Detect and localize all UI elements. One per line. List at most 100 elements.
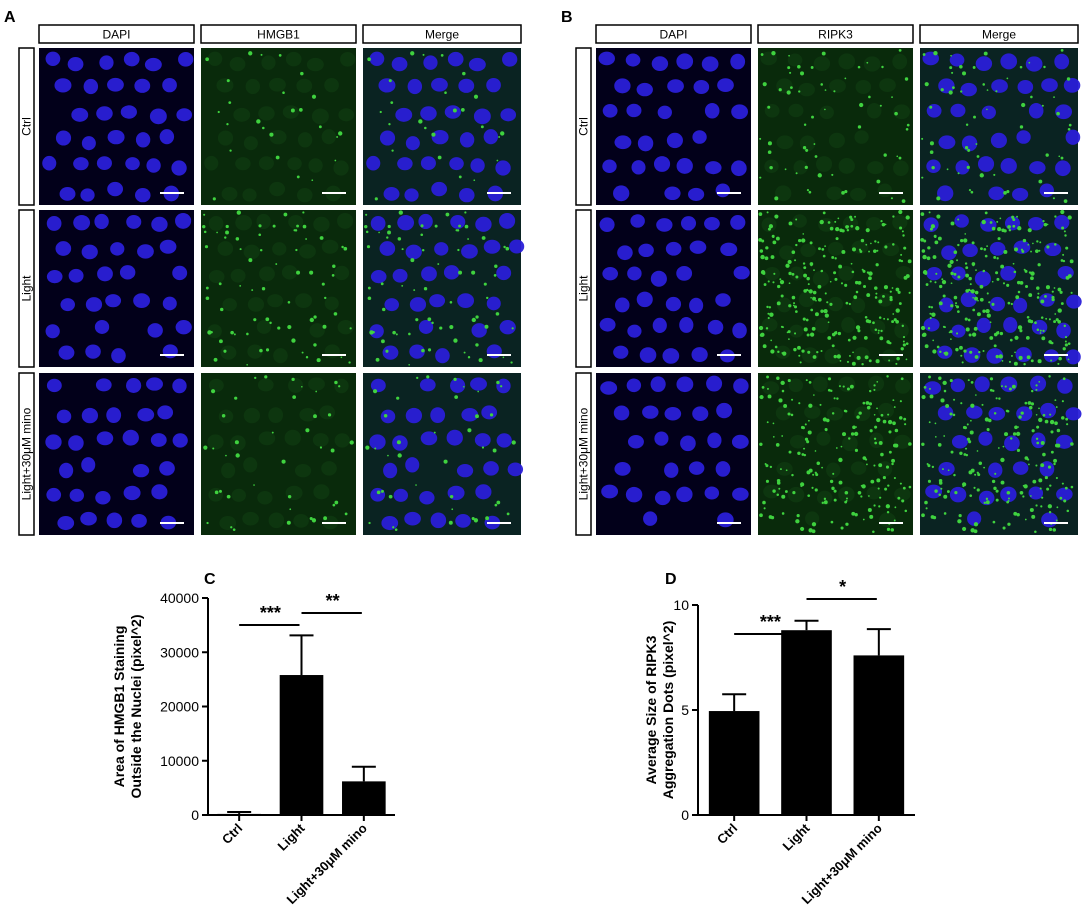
green-puncta	[1028, 61, 1031, 64]
nucleus	[642, 405, 659, 419]
green-puncta	[1048, 340, 1052, 344]
green-puncta	[1051, 290, 1054, 293]
green-puncta	[905, 274, 910, 278]
nucleus-shadow	[308, 377, 325, 391]
green-puncta	[367, 296, 372, 301]
nucleus-shadow	[231, 488, 247, 502]
nucleus	[146, 377, 163, 391]
green-puncta	[902, 335, 906, 339]
green-puncta	[282, 91, 285, 94]
row-label-box	[18, 209, 35, 368]
nucleus	[502, 51, 518, 67]
green-puncta	[767, 394, 772, 399]
green-puncta	[795, 519, 800, 524]
nucleus	[657, 105, 672, 120]
green-puncta	[1005, 409, 1009, 413]
green-puncta	[334, 159, 337, 162]
green-puncta	[820, 349, 823, 352]
green-puncta	[920, 325, 926, 331]
nucleus	[977, 156, 995, 172]
col-header-hmgb1: HMGB1	[257, 28, 300, 42]
nucleus	[598, 51, 615, 66]
green-puncta	[894, 111, 898, 116]
green-puncta	[1040, 316, 1044, 319]
green-puncta	[832, 472, 835, 475]
green-puncta	[1040, 463, 1045, 468]
green-puncta	[1045, 317, 1048, 320]
y-tick-label: 10	[673, 597, 689, 613]
green-puncta	[322, 324, 327, 329]
nucleus	[626, 378, 642, 393]
nucleus	[96, 431, 114, 446]
nucleus	[95, 490, 111, 505]
nucleus	[986, 348, 1004, 364]
green-puncta	[954, 491, 958, 495]
green-puncta	[330, 448, 335, 453]
green-puncta	[948, 90, 953, 95]
green-puncta	[813, 269, 815, 272]
green-puncta	[949, 412, 953, 416]
col-header-dapi: DAPI	[659, 28, 687, 42]
green-puncta	[473, 179, 476, 182]
nucleus	[989, 241, 1006, 256]
nucleus	[134, 78, 151, 93]
nucleus	[172, 378, 187, 394]
green-puncta	[500, 131, 505, 136]
green-puncta	[332, 503, 336, 507]
micrograph-grid	[39, 48, 1082, 535]
green-puncta	[275, 263, 278, 265]
nucleus-shadow	[789, 324, 804, 338]
green-puncta	[1015, 295, 1020, 300]
nucleus	[1044, 242, 1062, 257]
green-puncta	[883, 317, 886, 320]
green-puncta	[924, 500, 928, 505]
green-puncta	[494, 264, 498, 268]
green-puncta	[865, 401, 870, 405]
y-tick-label: 30000	[160, 644, 199, 660]
green-puncta	[226, 494, 231, 499]
green-puncta	[785, 263, 790, 268]
nucleus-shadow	[311, 108, 329, 125]
green-puncta	[829, 280, 832, 283]
nucleus	[147, 323, 163, 338]
green-puncta	[792, 304, 795, 307]
green-puncta	[1019, 490, 1024, 495]
green-puncta	[880, 452, 884, 457]
green-puncta	[795, 243, 798, 247]
nucleus-shadow	[340, 51, 356, 67]
green-puncta	[957, 275, 961, 279]
green-puncta	[824, 427, 828, 432]
y-tick-label: 0	[191, 807, 199, 823]
green-puncta	[305, 238, 307, 240]
green-puncta	[764, 256, 769, 261]
green-puncta	[500, 385, 503, 388]
green-puncta	[226, 79, 230, 83]
nucleus	[110, 242, 125, 256]
green-puncta	[301, 385, 303, 388]
nucleus	[370, 216, 386, 231]
green-puncta	[870, 479, 875, 484]
nucleus	[369, 434, 386, 450]
nucleus-shadow	[761, 217, 777, 232]
nucleus-shadow	[256, 319, 272, 334]
green-puncta	[760, 53, 764, 56]
green-puncta	[868, 495, 870, 497]
green-puncta	[290, 108, 295, 113]
green-puncta	[799, 71, 805, 76]
nucleus	[950, 103, 966, 118]
green-puncta	[1024, 518, 1027, 521]
green-puncta	[896, 155, 899, 158]
green-puncta	[852, 335, 857, 340]
green-puncta	[772, 240, 777, 245]
nucleus	[407, 78, 423, 95]
green-puncta	[765, 246, 769, 250]
green-puncta	[903, 246, 907, 250]
green-puncta	[1054, 421, 1058, 426]
nucleus	[731, 434, 749, 449]
green-puncta	[759, 442, 763, 446]
green-puncta	[374, 197, 378, 201]
nucleus	[443, 265, 460, 280]
nucleus	[483, 129, 499, 145]
nucleus	[496, 433, 512, 448]
green-puncta	[511, 327, 514, 330]
